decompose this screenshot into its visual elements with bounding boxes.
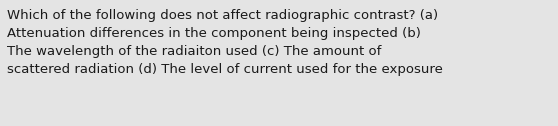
Text: Which of the following does not affect radiographic contrast? (a)
Attenuation di: Which of the following does not affect r…: [7, 9, 442, 76]
